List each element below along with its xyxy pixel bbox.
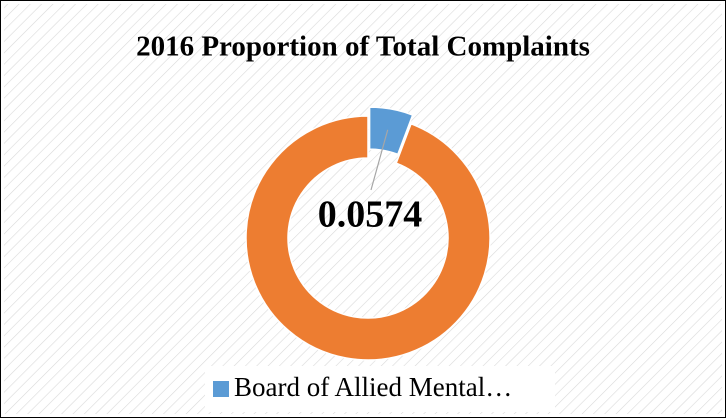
legend-label: Board of Allied Mental… (234, 372, 512, 402)
donut-slice (368, 106, 414, 156)
legend-box (205, 366, 555, 412)
chart-title: 2016 Proportion of Total Complaints (136, 31, 590, 63)
leader-line (370, 129, 389, 191)
donut-slice (245, 115, 491, 361)
legend-swatch (213, 381, 229, 397)
data-label: 0.0574 (318, 194, 423, 236)
